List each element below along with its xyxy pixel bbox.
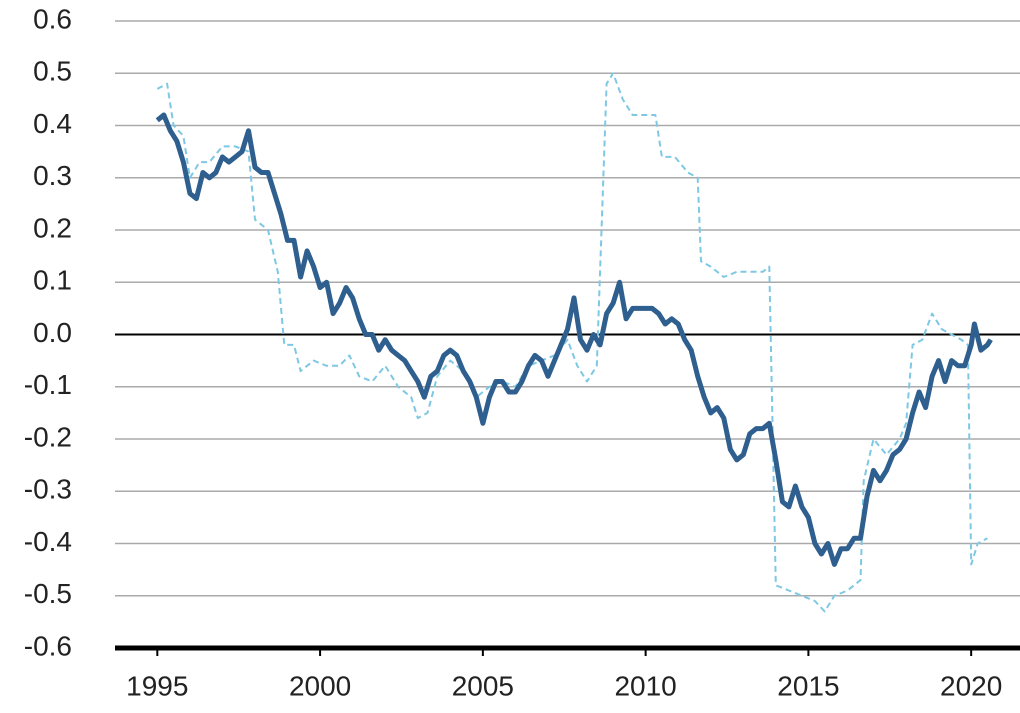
y-tick-label: 0.4 [33,108,72,139]
y-tick-label: 0.2 [33,212,72,243]
y-tick-label: 0.3 [33,160,72,191]
x-tick-label: 2000 [289,670,351,701]
y-tick-label: 0.0 [33,317,72,348]
y-tick-label: 0.5 [33,56,72,87]
y-tick-label: -0.4 [24,526,72,557]
x-tick-label: 2020 [940,670,1002,701]
x-tick-label: 2005 [452,670,514,701]
y-tick-label: 0.1 [33,265,72,296]
y-tick-label: -0.3 [24,474,72,505]
x-tick-label: 2010 [614,670,676,701]
y-tick-label: -0.2 [24,421,72,452]
x-tick-label: 2015 [777,670,839,701]
y-tick-label: 0.6 [33,3,72,34]
x-tick-label: 1995 [126,670,188,701]
y-tick-label: -0.5 [24,578,72,609]
series-line [156,72,988,613]
series-line [155,112,993,567]
y-tick-label: -0.6 [24,630,72,661]
y-tick-label: -0.1 [24,369,72,400]
